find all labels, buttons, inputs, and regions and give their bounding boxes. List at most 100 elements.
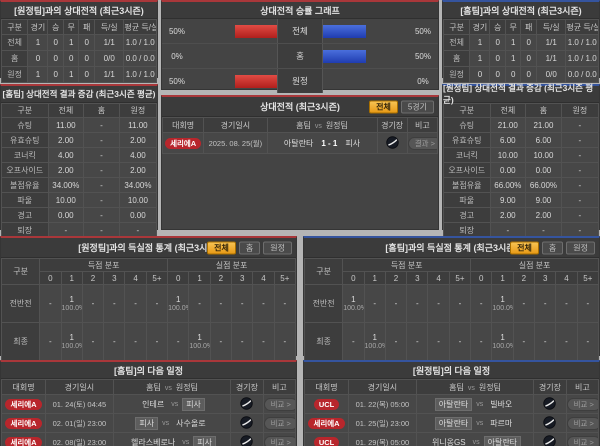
league-badge: 세리에A [5,398,42,410]
match-datetime: 01. 25(일) 23:00 [348,413,417,433]
filter-five-games-button[interactable]: 5경기 [400,100,434,113]
row-label: 슈팅 [443,117,491,133]
filter-home-button[interactable]: 홈 [238,241,261,254]
panel-home-schedule: [홈팀]의 다음 일정 대회명 경기일시 홈팀 vs 원정팀 경기장 비고 세리에A… [0,360,297,446]
result-button[interactable]: 결과 > [408,136,437,150]
filter-home-button[interactable]: 홈 [541,241,564,254]
col-header: 홈팀 vs 원정팀 [415,379,535,395]
bin-header: 1 [188,271,211,285]
table-row: 원정 1 0 1 0 1/1 1.0 / 1.0 [0,66,157,83]
compare-button[interactable]: 비교 > [567,397,598,411]
compare-button[interactable]: 비교 > [567,435,598,446]
filter-all-button[interactable]: 전체 [510,241,539,254]
table-row: 코너킥 4.00-4.00 [1,147,158,163]
col-header: 홈 [83,103,120,118]
compare-button[interactable]: 비교 > [264,435,295,446]
cell: - [512,284,536,323]
teams-cell: 인테르 vs 피사 [112,394,232,414]
filter-away-button[interactable]: 원정 [566,241,595,254]
cell: - [231,322,254,361]
stadium-icon[interactable] [543,434,557,446]
table-row: 경고 0.00-0.00 [1,207,158,223]
cell: 1/1 [535,34,567,51]
row-label: 홈 [442,50,471,67]
col-header: 구분 [1,103,49,118]
stadium-icon[interactable] [240,415,254,431]
cell: 1/1 [535,50,567,67]
cell: 0 [63,50,80,67]
stadium-icon[interactable] [543,396,557,412]
league-badge: 세리에A [5,417,42,429]
cell: 0 [489,50,506,67]
col-header-away: 원정팀 [175,382,198,392]
vs-label: vs [467,384,475,392]
col-header: 경기일시 [45,379,114,395]
h2h-record-table: 구분 경기 승 무 패 득/실 평균 득/실 전체 1 0 1 0 1/1 1.… [0,19,157,83]
cell: - [103,322,126,361]
cell: - [384,322,408,361]
cell: 0 [489,66,506,83]
compare-button[interactable]: 비교 > [567,416,598,430]
panel-header: [홈팀]과의 득실점 통계 (최근3시즌) 전체 홈 원정 [304,238,599,258]
cell: - [83,177,120,193]
col-header: 경기장 [533,379,567,395]
cell: 2.00 [489,207,527,223]
cell: 11.00 [47,117,85,133]
cell: 34.00% [118,177,158,193]
cell: 0 [47,66,64,83]
col-header-home: 홈팀 [146,382,161,392]
away-winrate-bar [323,24,366,38]
away-pct-label: 50% [414,51,431,61]
league-badge: UCL [313,398,340,410]
table-row: 전체 1 0 1 0 1/1 1.0 / 1.0 [0,34,157,51]
vs-label: vs [314,122,322,130]
table-row: 파울 10.00-10.00 [1,192,158,208]
schedule-row: 세리에A 02. 01(일) 23:00 피사 vs 사수올로 비교 > [0,413,297,433]
panel-away-stat-averages: [원정팀] 상대전적 결과 증감 (최근3시즌 평균) 구분 전체 홈 원정 슈… [442,83,600,238]
table-row: 슈팅 11.00-11.00 [1,117,158,133]
cell: - [252,322,275,361]
col-header: 홈팀 vs 원정팀 [266,117,378,133]
bin-header: 0 [342,271,365,285]
cell: 1 [63,66,80,83]
cell: - [560,207,600,223]
stadium-icon[interactable] [240,396,254,412]
bin-header: 4 [124,271,147,285]
filter-all-button[interactable]: 전체 [369,100,398,113]
note-cell: 비교 > [565,394,600,414]
cell: - [145,284,169,323]
table-row: 파울 9.00 9.00- [443,192,600,208]
cell: - [39,322,62,361]
row-label: 최종 [303,322,344,361]
cell: - [470,284,493,323]
cell: 2.00 [47,132,85,148]
cell: - [576,284,600,323]
cell: - [448,284,472,323]
group-header-conceded: 실점 분포 [470,258,599,272]
panel-h2h-vs-home: [홈팀]과의 상대전적 (최근3시즌) 구분 경기 승 무 패 득/실 평균 득… [442,0,600,83]
stadium-icon[interactable] [543,415,557,431]
cell: - [555,322,578,361]
home-bar-track [192,50,277,63]
away-bar-track [323,24,408,38]
bin-header: 4 [427,271,450,285]
col-header: 평균 득/실 [123,19,157,35]
league-cell: 세리에A [0,432,47,446]
stadium-icon[interactable] [385,135,399,151]
home-team: 인테르 [142,399,165,409]
table-row: 유효슈팅 2.00-2.00 [1,132,158,148]
stadium-cell [533,394,567,414]
filter-buttons: 전체 5경기 [369,100,434,113]
filter-away-button[interactable]: 원정 [263,241,292,254]
teams-cell: 아탈란타 vs 파르마 [415,413,535,433]
cell: 34.00% [47,177,85,193]
compare-button[interactable]: 비교 > [264,397,295,411]
bin-header: 0 [167,271,190,285]
filter-all-button[interactable]: 전체 [207,241,236,254]
col-header: 원정 [560,103,600,118]
compare-button[interactable]: 비교 > [264,416,295,430]
panel-away-schedule: [원정팀]의 다음 일정 대회명 경기일시 홈팀 vs 원정팀 경기장 비고 UCL… [303,360,600,446]
stadium-icon[interactable] [240,434,254,446]
